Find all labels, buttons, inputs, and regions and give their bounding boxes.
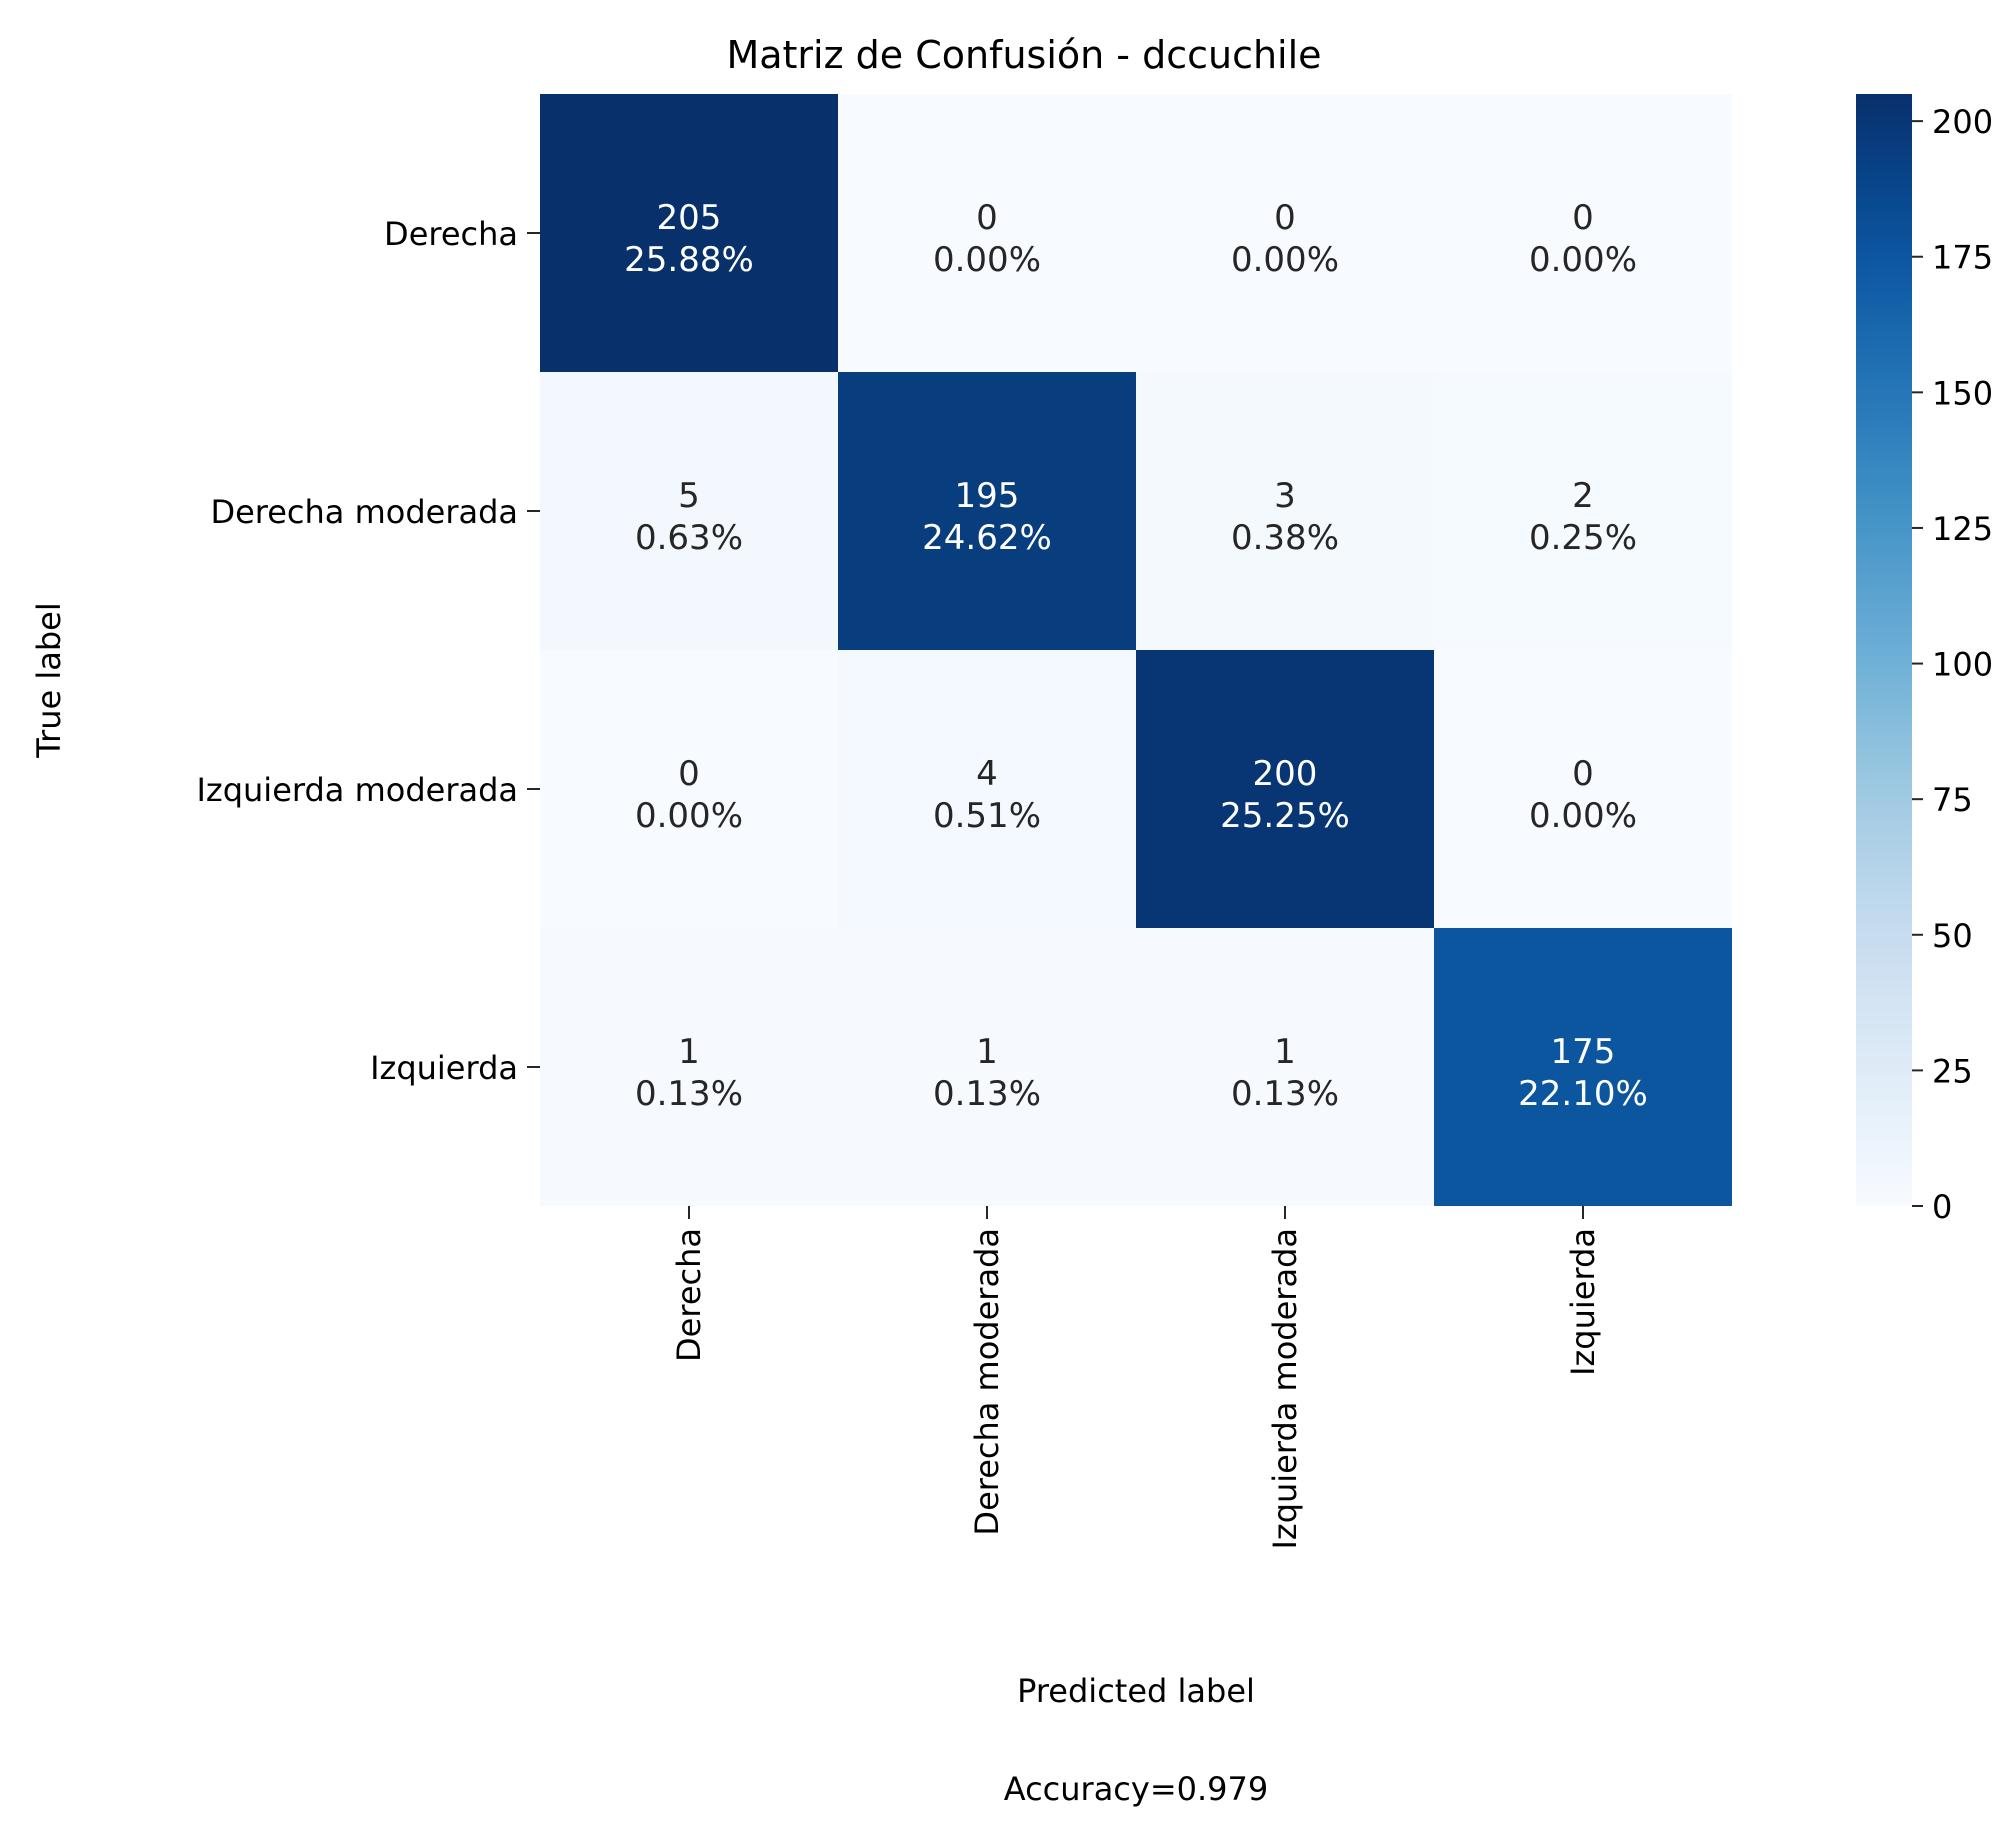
heatmap-cell xyxy=(838,94,1136,372)
x-tick-label: Derecha moderada xyxy=(968,1228,1006,1536)
colorbar-tick-label: 125 xyxy=(1932,510,1993,548)
colorbar-tick-label: 50 xyxy=(1932,917,1973,955)
heatmap-cell xyxy=(1136,928,1434,1206)
cell-percent-label: 0.00% xyxy=(1529,240,1637,280)
cell-percent-label: 25.25% xyxy=(1220,796,1350,836)
y-axis-label: True label xyxy=(30,602,68,759)
colorbar-tick-label: 150 xyxy=(1932,374,1993,412)
x-axis-label: Predicted label xyxy=(1017,1672,1255,1710)
cell-count-label: 0 xyxy=(1274,198,1296,238)
heatmap-cell xyxy=(540,928,838,1206)
cell-count-label: 1 xyxy=(678,1032,700,1072)
heatmap-cell xyxy=(838,372,1136,650)
cell-percent-label: 24.62% xyxy=(922,518,1052,558)
cell-percent-label: 0.13% xyxy=(933,1074,1041,1114)
cell-percent-label: 0.13% xyxy=(1231,1074,1339,1114)
cell-percent-label: 0.25% xyxy=(1529,518,1637,558)
x-tick-label: Izquierda xyxy=(1564,1228,1602,1376)
colorbar-tick-label: 25 xyxy=(1932,1052,1973,1090)
colorbar-tick-label: 175 xyxy=(1932,239,1993,277)
colorbar-tick-label: 200 xyxy=(1932,103,1993,141)
heatmap-cell xyxy=(1434,650,1732,928)
cell-count-label: 0 xyxy=(1572,198,1594,238)
cell-count-label: 0 xyxy=(678,754,700,794)
chart-title: Matriz de Confusión - dccuchile xyxy=(726,33,1321,77)
cell-percent-label: 0.00% xyxy=(933,240,1041,280)
heatmap-cells: 20525.88%00.00%00.00%00.00%50.63%19524.6… xyxy=(540,94,1732,1206)
heatmap-cell xyxy=(1434,94,1732,372)
heatmap-cell xyxy=(1136,650,1434,928)
accuracy-label: Accuracy=0.979 xyxy=(1004,1770,1269,1808)
cell-percent-label: 25.88% xyxy=(624,240,754,280)
heatmap-cell xyxy=(1136,94,1434,372)
cell-count-label: 1 xyxy=(976,1032,998,1072)
heatmap-cell xyxy=(1434,372,1732,650)
cell-percent-label: 0.00% xyxy=(635,796,743,836)
heatmap-cell xyxy=(1136,372,1434,650)
y-axis: Derecha Derecha moderada Izquierda moderad… xyxy=(196,215,540,1087)
y-tick-label: Izquierda moderada xyxy=(196,771,518,809)
cell-count-label: 205 xyxy=(657,198,722,238)
cell-count-label: 2 xyxy=(1572,476,1594,516)
heatmap-cell xyxy=(838,928,1136,1206)
cell-percent-label: 0.13% xyxy=(635,1074,743,1114)
colorbar-gradient xyxy=(1856,94,1912,1206)
cell-count-label: 3 xyxy=(1274,476,1296,516)
colorbar-tick-label: 75 xyxy=(1932,781,1973,819)
y-tick-label: Derecha moderada xyxy=(210,493,518,531)
cell-percent-label: 0.00% xyxy=(1529,796,1637,836)
cell-count-label: 195 xyxy=(955,476,1020,516)
cell-count-label: 175 xyxy=(1551,1032,1616,1072)
cell-percent-label: 0.38% xyxy=(1231,518,1339,558)
cell-count-label: 200 xyxy=(1253,754,1318,794)
heatmap-cell xyxy=(1434,928,1732,1206)
heatmap-cell xyxy=(838,650,1136,928)
x-tick-label: Derecha xyxy=(670,1228,708,1362)
colorbar-tick-label: 100 xyxy=(1932,646,1993,684)
colorbar-tick-label: 0 xyxy=(1932,1188,1952,1226)
cell-percent-label: 22.10% xyxy=(1518,1074,1648,1114)
x-axis: Derecha Derecha moderada Izquierda moderad… xyxy=(670,1206,1602,1550)
x-tick-label: Izquierda moderada xyxy=(1266,1228,1304,1550)
y-tick-label: Derecha xyxy=(384,215,518,253)
heatmap-cell xyxy=(540,372,838,650)
cell-count-label: 0 xyxy=(976,198,998,238)
cell-percent-label: 0.63% xyxy=(635,518,743,558)
cell-count-label: 1 xyxy=(1274,1032,1296,1072)
cell-percent-label: 0.51% xyxy=(933,796,1041,836)
colorbar: 0 25 50 75 100 125 150 175 200 xyxy=(1856,94,1993,1226)
cell-count-label: 5 xyxy=(678,476,700,516)
heatmap-cell xyxy=(540,650,838,928)
cell-percent-label: 0.00% xyxy=(1231,240,1339,280)
heatmap-cell xyxy=(540,94,838,372)
cell-count-label: 4 xyxy=(976,754,998,794)
y-tick-label: Izquierda xyxy=(370,1049,518,1087)
cell-count-label: 0 xyxy=(1572,754,1594,794)
